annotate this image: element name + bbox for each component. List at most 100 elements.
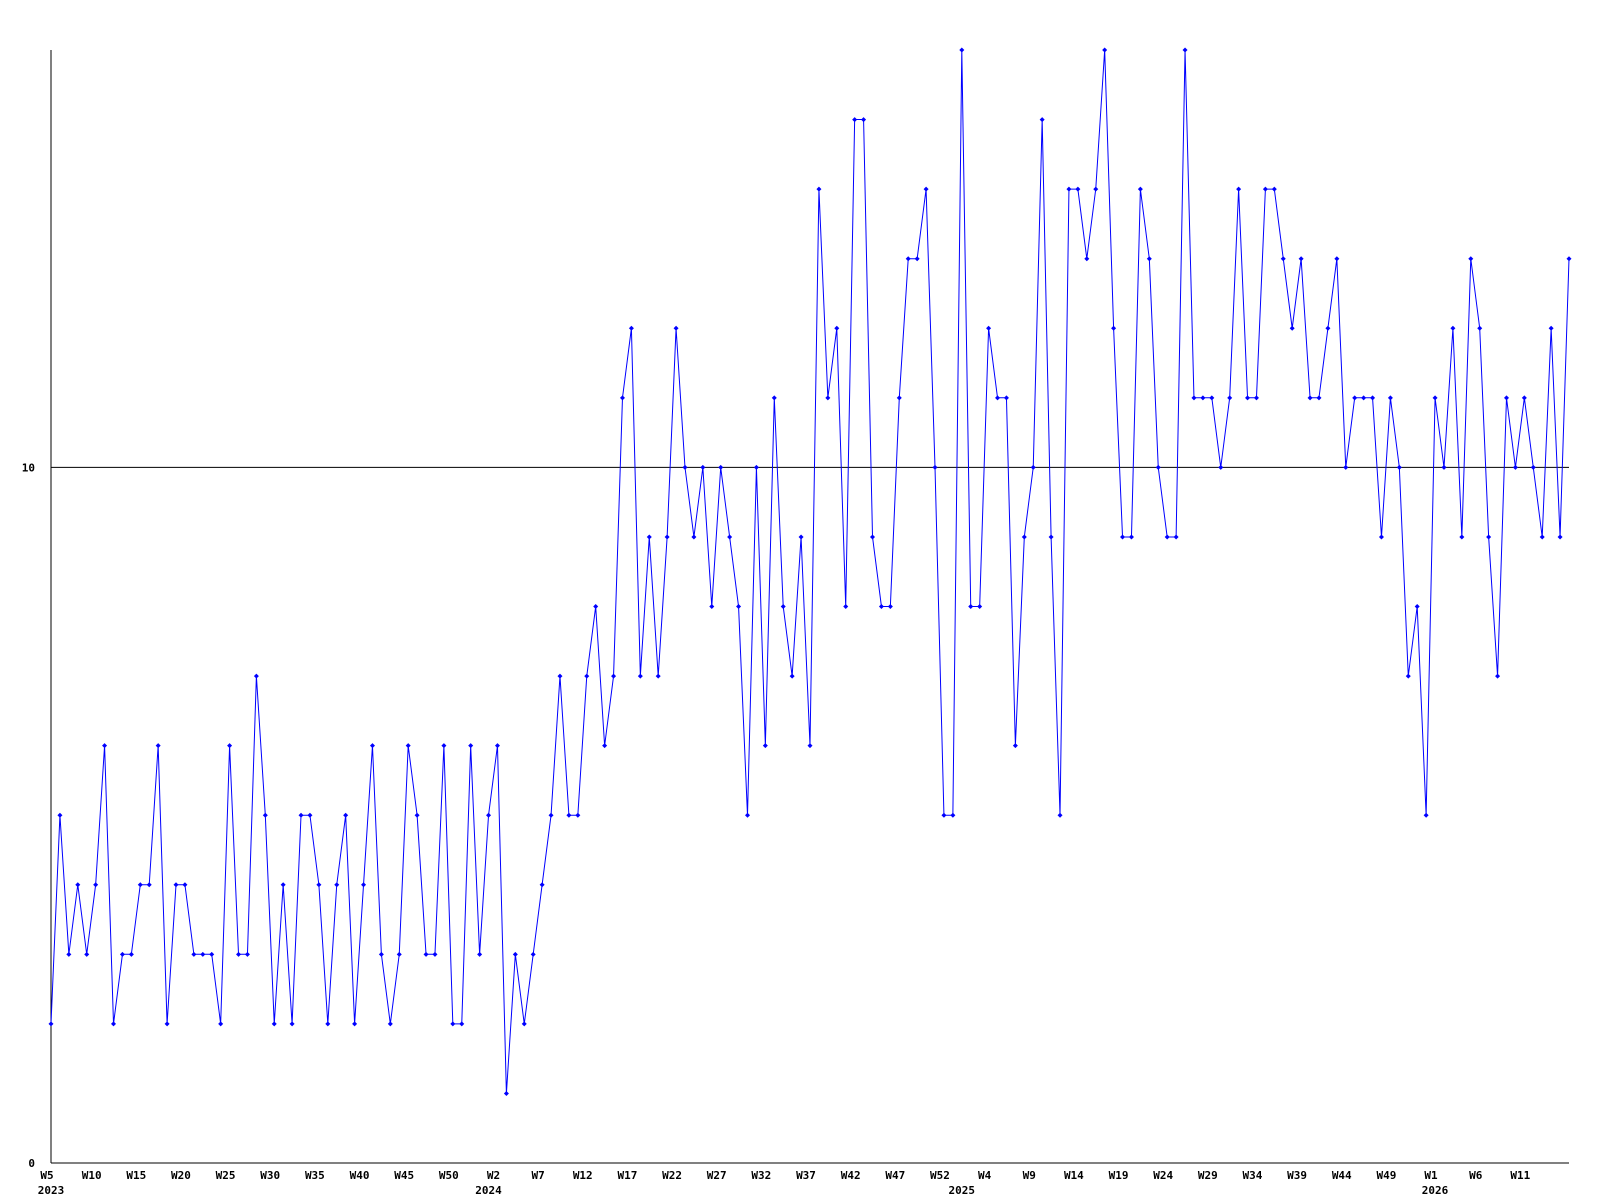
data-point xyxy=(700,464,706,470)
data-point xyxy=(414,812,420,818)
data-point xyxy=(66,951,72,957)
data-point xyxy=(1334,256,1340,262)
data-point xyxy=(834,325,840,331)
data-point xyxy=(459,1021,465,1027)
data-point xyxy=(111,1021,117,1027)
data-point xyxy=(262,812,268,818)
data-point xyxy=(1477,325,1483,331)
data-point xyxy=(530,951,536,957)
data-point xyxy=(682,464,688,470)
data-point xyxy=(1423,812,1429,818)
data-point xyxy=(1512,464,1518,470)
data-point xyxy=(48,1021,54,1027)
data-point xyxy=(744,812,750,818)
data-point xyxy=(1441,464,1447,470)
data-point xyxy=(316,882,322,888)
data-point xyxy=(334,882,340,888)
data-point xyxy=(218,1021,224,1027)
data-point xyxy=(289,1021,295,1027)
data-point xyxy=(209,951,215,957)
x-tick-label: W7 xyxy=(531,1169,544,1182)
x-tick-label: W34 xyxy=(1243,1169,1263,1182)
data-point xyxy=(1075,186,1081,192)
data-point xyxy=(619,395,625,401)
data-point xyxy=(1298,256,1304,262)
x-tick-label: W12 xyxy=(573,1169,593,1182)
data-point xyxy=(566,812,572,818)
data-point xyxy=(396,951,402,957)
data-point xyxy=(896,395,902,401)
data-point xyxy=(191,951,197,957)
x-tick-label: W37 xyxy=(796,1169,816,1182)
data-point xyxy=(1370,395,1376,401)
data-point xyxy=(611,673,617,679)
x-tick-label: W47 xyxy=(885,1169,905,1182)
data-point xyxy=(1012,743,1018,749)
data-point xyxy=(1173,534,1179,540)
data-point xyxy=(736,604,742,609)
data-point xyxy=(1191,395,1197,401)
data-point xyxy=(1146,256,1152,262)
data-point xyxy=(1128,534,1134,540)
data-point xyxy=(1030,464,1036,470)
data-point xyxy=(1271,186,1277,192)
data-point xyxy=(1352,395,1358,401)
data-point xyxy=(709,604,715,609)
data-point xyxy=(1486,534,1492,540)
data-point xyxy=(995,395,1001,401)
data-point xyxy=(503,1090,509,1096)
year-label: 2026 xyxy=(1422,1184,1449,1197)
data-point xyxy=(352,1021,358,1027)
data-point xyxy=(1414,604,1420,609)
x-tick-label: W35 xyxy=(305,1169,325,1182)
x-tick-label: W6 xyxy=(1469,1169,1483,1182)
data-point xyxy=(512,951,518,957)
x-tick-label: W5 xyxy=(40,1169,53,1182)
data-point xyxy=(1120,534,1126,540)
data-point xyxy=(1021,534,1027,540)
data-point xyxy=(852,117,858,123)
data-point xyxy=(361,882,367,888)
year-label: 2025 xyxy=(949,1184,976,1197)
data-point xyxy=(655,673,661,679)
data-point xyxy=(84,951,90,957)
data-point xyxy=(691,534,697,540)
data-point xyxy=(548,812,554,818)
x-tick-label: W24 xyxy=(1153,1169,1173,1182)
data-point xyxy=(1003,395,1009,401)
data-point xyxy=(369,743,375,749)
x-tick-label: W17 xyxy=(617,1169,637,1182)
data-point xyxy=(1253,395,1259,401)
data-point xyxy=(1084,256,1090,262)
data-point xyxy=(1307,395,1313,401)
data-point xyxy=(843,604,849,609)
data-point xyxy=(977,604,983,609)
data-point xyxy=(887,604,893,609)
data-point xyxy=(1503,395,1509,401)
data-point xyxy=(1396,464,1402,470)
data-point xyxy=(780,604,786,609)
data-point xyxy=(378,951,384,957)
data-point xyxy=(727,534,733,540)
x-tick-label: W25 xyxy=(216,1169,236,1182)
x-tick-label: W19 xyxy=(1109,1169,1129,1182)
x-tick-label: W4 xyxy=(978,1169,992,1182)
data-point xyxy=(637,673,643,679)
data-point xyxy=(941,812,947,818)
data-point xyxy=(1548,325,1554,331)
data-point xyxy=(307,812,313,818)
data-point xyxy=(271,1021,277,1027)
data-point xyxy=(102,743,108,749)
data-point xyxy=(602,743,608,749)
x-tick-label: W2 xyxy=(487,1169,500,1182)
data-point xyxy=(1200,395,1206,401)
x-tick-label: W27 xyxy=(707,1169,727,1182)
data-point xyxy=(789,673,795,679)
data-point xyxy=(628,325,634,331)
data-line xyxy=(50,49,1570,1094)
data-point xyxy=(244,951,250,957)
data-point xyxy=(343,812,349,818)
data-point xyxy=(1111,325,1117,331)
data-point xyxy=(1155,464,1161,470)
